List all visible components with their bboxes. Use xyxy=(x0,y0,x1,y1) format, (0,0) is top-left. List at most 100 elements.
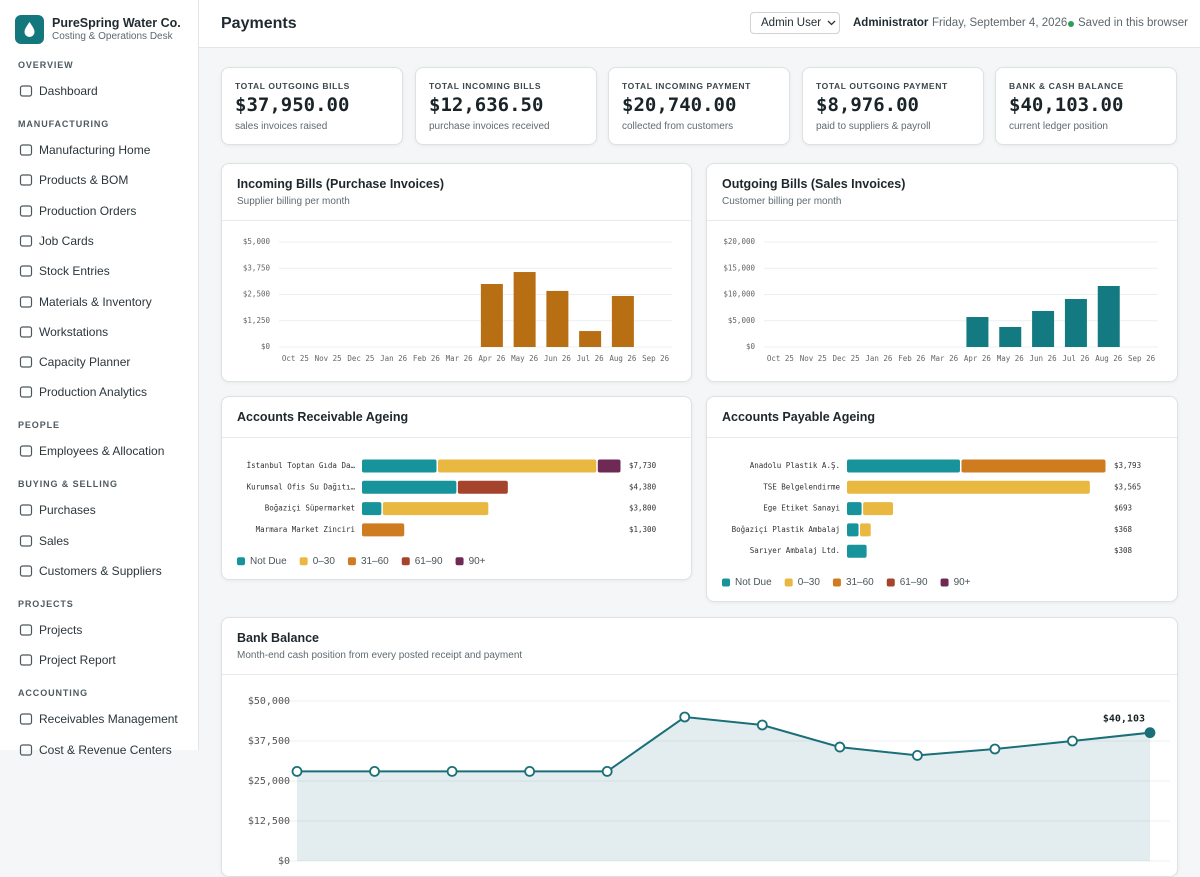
nav-item[interactable]: Employees & Allocation xyxy=(0,437,197,465)
total-label: $7,730 xyxy=(629,461,657,470)
chart: $0 $12,500 $25,000 $37,500 $50,000 $40,103 xyxy=(248,696,1170,867)
nav-icon xyxy=(19,295,33,308)
legend-label: 31–60 xyxy=(846,577,874,588)
category-label: Marmara Market Zinciri xyxy=(256,525,355,534)
nav-item[interactable]: Purchases xyxy=(0,496,197,524)
chart-title: Accounts Receivable Ageing xyxy=(237,410,409,424)
chart-title: Incoming Bills (Purchase Invoices) xyxy=(237,177,445,191)
nav-icon xyxy=(19,326,33,338)
nav-icon xyxy=(19,504,33,516)
nav-item[interactable]: Production Orders xyxy=(0,197,197,225)
nav-item-label: Project Report xyxy=(39,653,116,668)
brand-tagline: Costing & Operations Desk xyxy=(52,31,173,42)
chart: $0 $5,000 $10,000 $15,000 $20,000 Oct 25 Nov 2… xyxy=(723,237,1158,363)
role: Administrator xyxy=(853,17,929,29)
user-select[interactable]: Admin User xyxy=(750,12,840,34)
nav-item-label: Purchases xyxy=(39,503,96,518)
x-tick-label: Nov 25 xyxy=(315,354,342,363)
kpi-note: purchase invoices received xyxy=(429,121,550,132)
page-title: Payments xyxy=(221,15,297,32)
point xyxy=(446,765,458,777)
nav-icon xyxy=(19,535,33,547)
x-tick-label: Jun 26 xyxy=(544,354,572,363)
nav-item-label: Job Cards xyxy=(39,233,94,248)
bar-segment xyxy=(847,544,867,558)
bar xyxy=(1032,310,1055,347)
chart-card: Bank Balance Month-end cash position from… xyxy=(221,617,1178,877)
nav-section-title: PROJECTS xyxy=(18,599,74,609)
category-label: Ege Etiket Sanayi xyxy=(763,504,840,513)
nav-item[interactable]: Sales xyxy=(0,527,197,555)
legend-label: 61–90 xyxy=(900,577,928,588)
kpi-value: $20,740.00 xyxy=(622,94,737,116)
y-tick-label: $0 xyxy=(278,856,290,867)
legend-label: Not Due xyxy=(250,556,287,567)
bar-segment xyxy=(847,459,960,473)
legend-label: 90+ xyxy=(954,577,971,588)
point xyxy=(834,741,846,753)
bar-segment xyxy=(362,523,405,537)
bar-segment xyxy=(847,523,859,537)
nav-item[interactable]: Dashboard xyxy=(0,77,197,105)
nav-item[interactable]: Project Report xyxy=(0,646,197,674)
nav-item[interactable]: Customers & Suppliers xyxy=(0,557,197,585)
kpi-note: collected from customers xyxy=(622,121,734,132)
total-label: $693 xyxy=(1114,504,1132,513)
total-label: $4,380 xyxy=(629,482,657,491)
nav-item-label: Receivables Management xyxy=(39,712,178,727)
legend-swatch xyxy=(347,557,356,566)
nav-icon xyxy=(19,144,33,156)
legend-swatch xyxy=(940,578,949,587)
legend-label: 0–30 xyxy=(798,577,821,588)
bar xyxy=(966,317,989,347)
nav-item[interactable]: Workstations xyxy=(0,318,197,346)
legend-swatch xyxy=(832,578,841,587)
value-label: $40,103 xyxy=(1103,714,1145,725)
nav-icon-shape xyxy=(19,565,33,577)
bar-segment xyxy=(597,459,621,473)
nav-item[interactable]: Products & BOM xyxy=(0,166,197,194)
chart-subtitle: Customer billing per month xyxy=(722,196,842,207)
point xyxy=(989,743,1001,755)
chart-card: Accounts Receivable Ageing İstanbul Topta… xyxy=(221,396,692,580)
nav-item[interactable]: Stock Entries xyxy=(0,257,197,285)
x-tick-label: Jul 26 xyxy=(1062,354,1090,363)
x-tick-label: Aug 26 xyxy=(1095,354,1123,363)
x-tick-label: Feb 26 xyxy=(413,354,441,363)
point xyxy=(369,765,380,777)
y-tick-label: $50,000 xyxy=(248,696,290,707)
nav-item-label: Dashboard xyxy=(39,84,98,98)
nav-item[interactable]: Capacity Planner xyxy=(0,348,197,376)
nav-icon xyxy=(19,174,33,186)
nav-item[interactable]: Receivables Management xyxy=(0,705,197,733)
bar xyxy=(579,331,602,347)
top-bar: Payments Admin User Administrator Friday… xyxy=(199,0,1200,48)
point xyxy=(291,765,303,777)
kpi-note: sales invoices raised xyxy=(235,121,328,132)
nav-icon xyxy=(19,265,33,277)
bar-segment xyxy=(438,459,597,473)
category-label: Sarıyer Ambalaj Ltd. xyxy=(750,546,840,555)
kpi-label: TOTAL INCOMING PAYMENT xyxy=(622,81,751,91)
nav-item-label: Sales xyxy=(39,533,70,548)
bar-segment xyxy=(860,523,871,537)
y-tick-label: $12,500 xyxy=(248,816,290,827)
nav-icon-shape xyxy=(19,624,33,636)
logo-icon xyxy=(24,22,35,37)
nav-item[interactable]: Manufacturing Home xyxy=(0,136,197,164)
legend-swatch xyxy=(886,578,895,587)
legend-label: 31–60 xyxy=(361,556,389,567)
nav-item[interactable]: Production Analytics xyxy=(0,378,197,406)
nav-icon-shape xyxy=(19,356,33,368)
x-tick-label: Mar 26 xyxy=(446,354,474,363)
bar xyxy=(611,295,634,347)
x-tick-label: Apr 26 xyxy=(964,354,992,363)
nav-item[interactable]: Job Cards xyxy=(0,227,197,255)
nav-item[interactable]: Projects xyxy=(0,616,197,644)
chart-subtitle: Supplier billing per month xyxy=(237,196,350,207)
card-divider xyxy=(707,220,1177,221)
nav-item[interactable]: Materials & Inventory xyxy=(0,288,197,316)
y-tick-label: $0 xyxy=(261,342,271,351)
bar-segment xyxy=(847,502,862,516)
